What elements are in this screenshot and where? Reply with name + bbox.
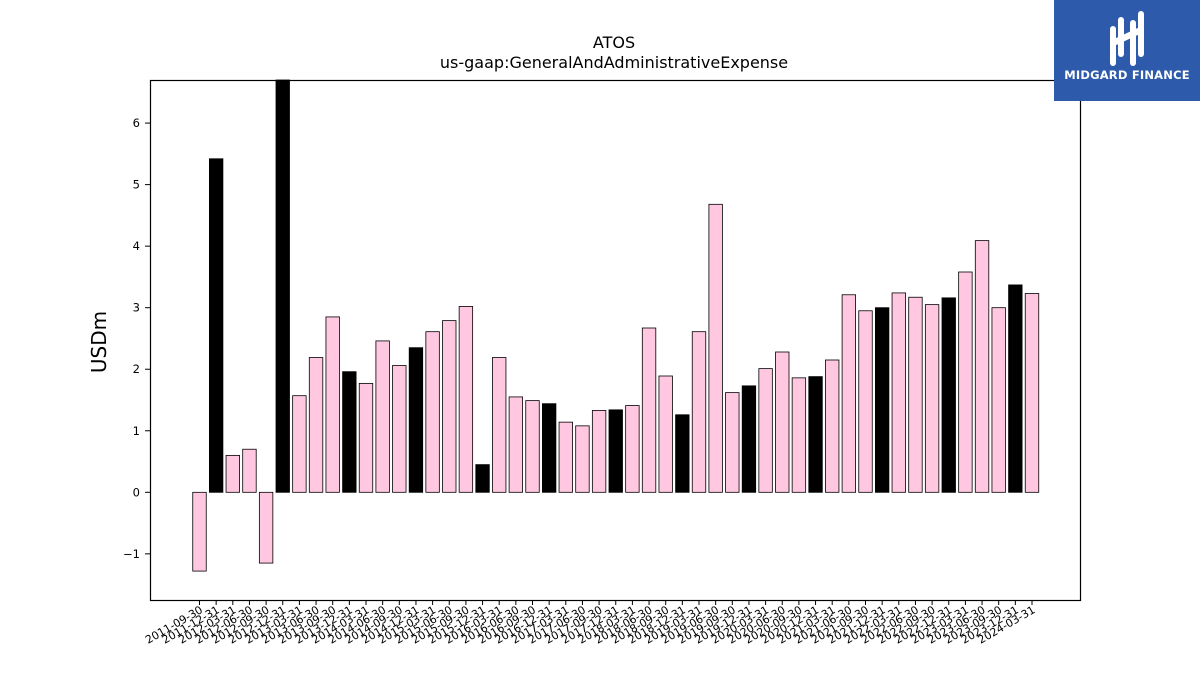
- bar-2020-03-31: [758, 368, 773, 493]
- y-tick-label: 6: [133, 116, 140, 130]
- x-axis: 2011-09-302011-12-312012-03-312012-06-30…: [143, 600, 1038, 647]
- bar-2020-12-31: [808, 376, 823, 493]
- y-tick-label: 4: [133, 239, 140, 253]
- bar-2024-03-31: [1024, 293, 1040, 493]
- bar-2012-09-30: [258, 491, 274, 564]
- bar-2022-03-31: [891, 292, 906, 493]
- bar-2021-12-31: [875, 307, 890, 493]
- bar-2013-03-31: [292, 395, 307, 493]
- bar-2017-06-30: [575, 425, 590, 493]
- chart-subtitle: us-gaap:GeneralAndAdministrativeExpense: [440, 53, 788, 72]
- bar-2017-09-30: [591, 410, 607, 493]
- bar-2020-06-30: [775, 351, 790, 493]
- bar-2016-12-31: [542, 403, 557, 493]
- bar-2021-09-30: [858, 310, 873, 493]
- bar-2019-09-30: [725, 392, 740, 493]
- bar-2016-06-30: [508, 396, 524, 493]
- bar-2020-09-30: [791, 377, 807, 493]
- midgard-finance-logo: MIDGARD FINANCE: [1054, 0, 1200, 101]
- bar-2023-12-31: [1008, 284, 1023, 493]
- logo-text: MIDGARD FINANCE: [1064, 68, 1190, 82]
- bar-2013-09-30: [325, 316, 340, 493]
- bar-2012-03-31: [225, 454, 240, 493]
- bar-2015-09-30: [458, 306, 474, 493]
- plot-frame: [149, 79, 1082, 602]
- y-tick-label: 2: [133, 362, 140, 376]
- bar-2011-12-31: [208, 158, 224, 493]
- bars-group: [192, 79, 1040, 572]
- bar-2011-09-30: [192, 491, 207, 572]
- bar-2012-12-31: [275, 79, 290, 493]
- bar-2019-06-30: [708, 203, 723, 493]
- bar-2017-03-31: [558, 421, 573, 493]
- bar-2022-09-30: [924, 304, 940, 493]
- logo-mark-icon: [1110, 11, 1144, 66]
- bar-2013-06-30: [308, 357, 324, 493]
- y-tick-label: 5: [133, 178, 140, 192]
- bar-2021-03-31: [825, 359, 840, 493]
- bar-2015-03-31: [425, 331, 440, 493]
- bar-2014-09-30: [392, 365, 407, 493]
- bar-2012-06-30: [242, 448, 257, 493]
- y-axis: −1 0 1 2 3 4 5 6: [123, 116, 150, 561]
- bar-2016-09-30: [525, 400, 540, 493]
- bar-2019-03-31: [691, 331, 707, 493]
- bar-2013-12-31: [342, 371, 357, 493]
- y-tick-label: 1: [133, 424, 140, 438]
- bar-2023-03-31: [958, 271, 973, 493]
- bar-2017-12-31: [608, 409, 623, 493]
- bar-2022-12-31: [941, 297, 956, 493]
- bar-2015-06-30: [442, 320, 457, 493]
- bar-2019-12-31: [741, 385, 757, 493]
- bar-2018-03-31: [625, 405, 640, 493]
- y-tick-label: −1: [123, 547, 140, 561]
- bar-2015-12-31: [475, 464, 490, 493]
- y-tick-label: 0: [133, 485, 140, 499]
- chart-title: ATOS: [593, 33, 635, 52]
- bar-2023-09-30: [991, 307, 1006, 493]
- y-axis-label: USDm: [87, 311, 111, 373]
- bar-2016-03-31: [492, 357, 507, 493]
- bar-2014-06-30: [375, 340, 390, 493]
- bar-2018-09-30: [658, 375, 673, 493]
- bar-2014-03-31: [358, 382, 374, 493]
- bar-2018-12-31: [675, 414, 690, 493]
- bar-2014-12-31: [408, 347, 424, 493]
- bar-2021-06-30: [841, 294, 856, 493]
- y-tick-label: 3: [133, 301, 140, 315]
- bar-2018-06-30: [641, 327, 657, 493]
- bar-2022-06-30: [908, 296, 923, 493]
- bar-2023-06-30: [974, 240, 990, 493]
